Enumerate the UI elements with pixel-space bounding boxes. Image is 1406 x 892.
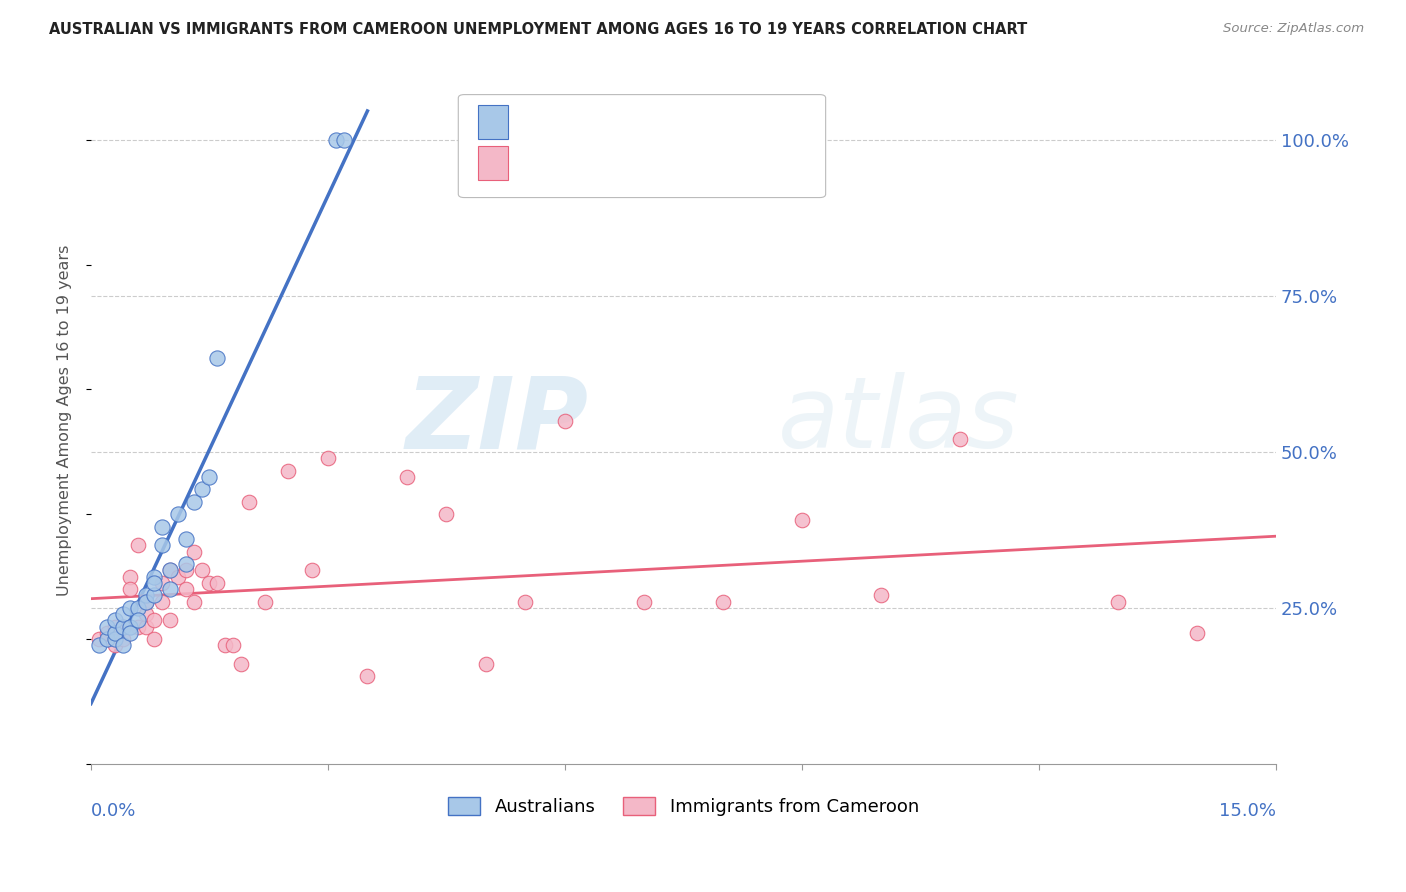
Point [222, 638, 245, 652]
Point [104, 625, 127, 640]
Point [104, 619, 127, 633]
Point [111, 632, 134, 646]
Text: N = 32: N = 32 [659, 113, 727, 131]
Point [633, 594, 655, 608]
Point [127, 613, 149, 627]
Point [183, 594, 205, 608]
Point [143, 588, 166, 602]
Text: Source: ZipAtlas.com: Source: ZipAtlas.com [1223, 22, 1364, 36]
Point [395, 470, 418, 484]
Text: atlas: atlas [779, 372, 1019, 469]
Point [150, 575, 173, 590]
Point [711, 594, 734, 608]
Point [104, 638, 127, 652]
Point [111, 619, 134, 633]
Point [325, 133, 347, 147]
Point [790, 513, 813, 527]
Text: R = 0.740: R = 0.740 [522, 113, 620, 131]
Point [120, 625, 142, 640]
Point [143, 569, 166, 583]
Point [120, 582, 142, 596]
Point [143, 632, 166, 646]
Point [238, 494, 260, 508]
Point [436, 507, 458, 521]
Point [207, 575, 229, 590]
Point [120, 619, 142, 633]
Point [332, 133, 354, 147]
Point [554, 414, 576, 428]
FancyBboxPatch shape [478, 105, 508, 139]
Point [127, 619, 149, 633]
Point [190, 563, 212, 577]
Point [198, 575, 221, 590]
Text: AUSTRALIAN VS IMMIGRANTS FROM CAMEROON UNEMPLOYMENT AMONG AGES 16 TO 19 YEARS CO: AUSTRALIAN VS IMMIGRANTS FROM CAMEROON U… [49, 22, 1028, 37]
Text: N = 48: N = 48 [659, 154, 727, 172]
Text: R = 0.302: R = 0.302 [522, 154, 620, 172]
FancyBboxPatch shape [478, 146, 508, 180]
Point [150, 538, 173, 552]
Point [229, 657, 252, 671]
Point [515, 594, 537, 608]
Point [96, 632, 118, 646]
Point [111, 619, 134, 633]
Point [316, 451, 339, 466]
Point [159, 563, 181, 577]
Point [150, 519, 173, 533]
Point [166, 569, 188, 583]
Point [356, 669, 378, 683]
Point [253, 594, 276, 608]
Point [183, 494, 205, 508]
Point [949, 433, 972, 447]
Text: 0.0%: 0.0% [91, 802, 136, 820]
Point [104, 613, 127, 627]
Point [135, 619, 157, 633]
Point [198, 470, 221, 484]
Point [159, 582, 181, 596]
Point [96, 625, 118, 640]
Text: 15.0%: 15.0% [1219, 802, 1277, 820]
Point [159, 613, 181, 627]
Point [143, 575, 166, 590]
Point [120, 569, 142, 583]
Point [1185, 625, 1208, 640]
Point [104, 632, 127, 646]
Point [143, 613, 166, 627]
Point [120, 600, 142, 615]
Point [135, 607, 157, 621]
Point [166, 507, 188, 521]
Point [214, 638, 236, 652]
Point [127, 600, 149, 615]
Point [87, 638, 110, 652]
Point [870, 588, 893, 602]
Text: ZIP: ZIP [406, 372, 589, 469]
Point [183, 544, 205, 558]
Point [174, 582, 197, 596]
FancyBboxPatch shape [458, 95, 825, 197]
Point [87, 632, 110, 646]
Point [207, 351, 229, 366]
Point [150, 594, 173, 608]
Point [1107, 594, 1129, 608]
Point [174, 563, 197, 577]
Point [135, 588, 157, 602]
Point [111, 607, 134, 621]
Y-axis label: Unemployment Among Ages 16 to 19 years: Unemployment Among Ages 16 to 19 years [58, 245, 72, 597]
Point [159, 563, 181, 577]
Point [96, 619, 118, 633]
Legend: Australians, Immigrants from Cameroon: Australians, Immigrants from Cameroon [440, 789, 927, 823]
Point [135, 594, 157, 608]
Point [190, 483, 212, 497]
Point [127, 538, 149, 552]
Point [277, 464, 299, 478]
Point [135, 594, 157, 608]
Point [111, 638, 134, 652]
Point [174, 532, 197, 546]
Point [475, 657, 498, 671]
Point [301, 563, 323, 577]
Point [174, 557, 197, 571]
